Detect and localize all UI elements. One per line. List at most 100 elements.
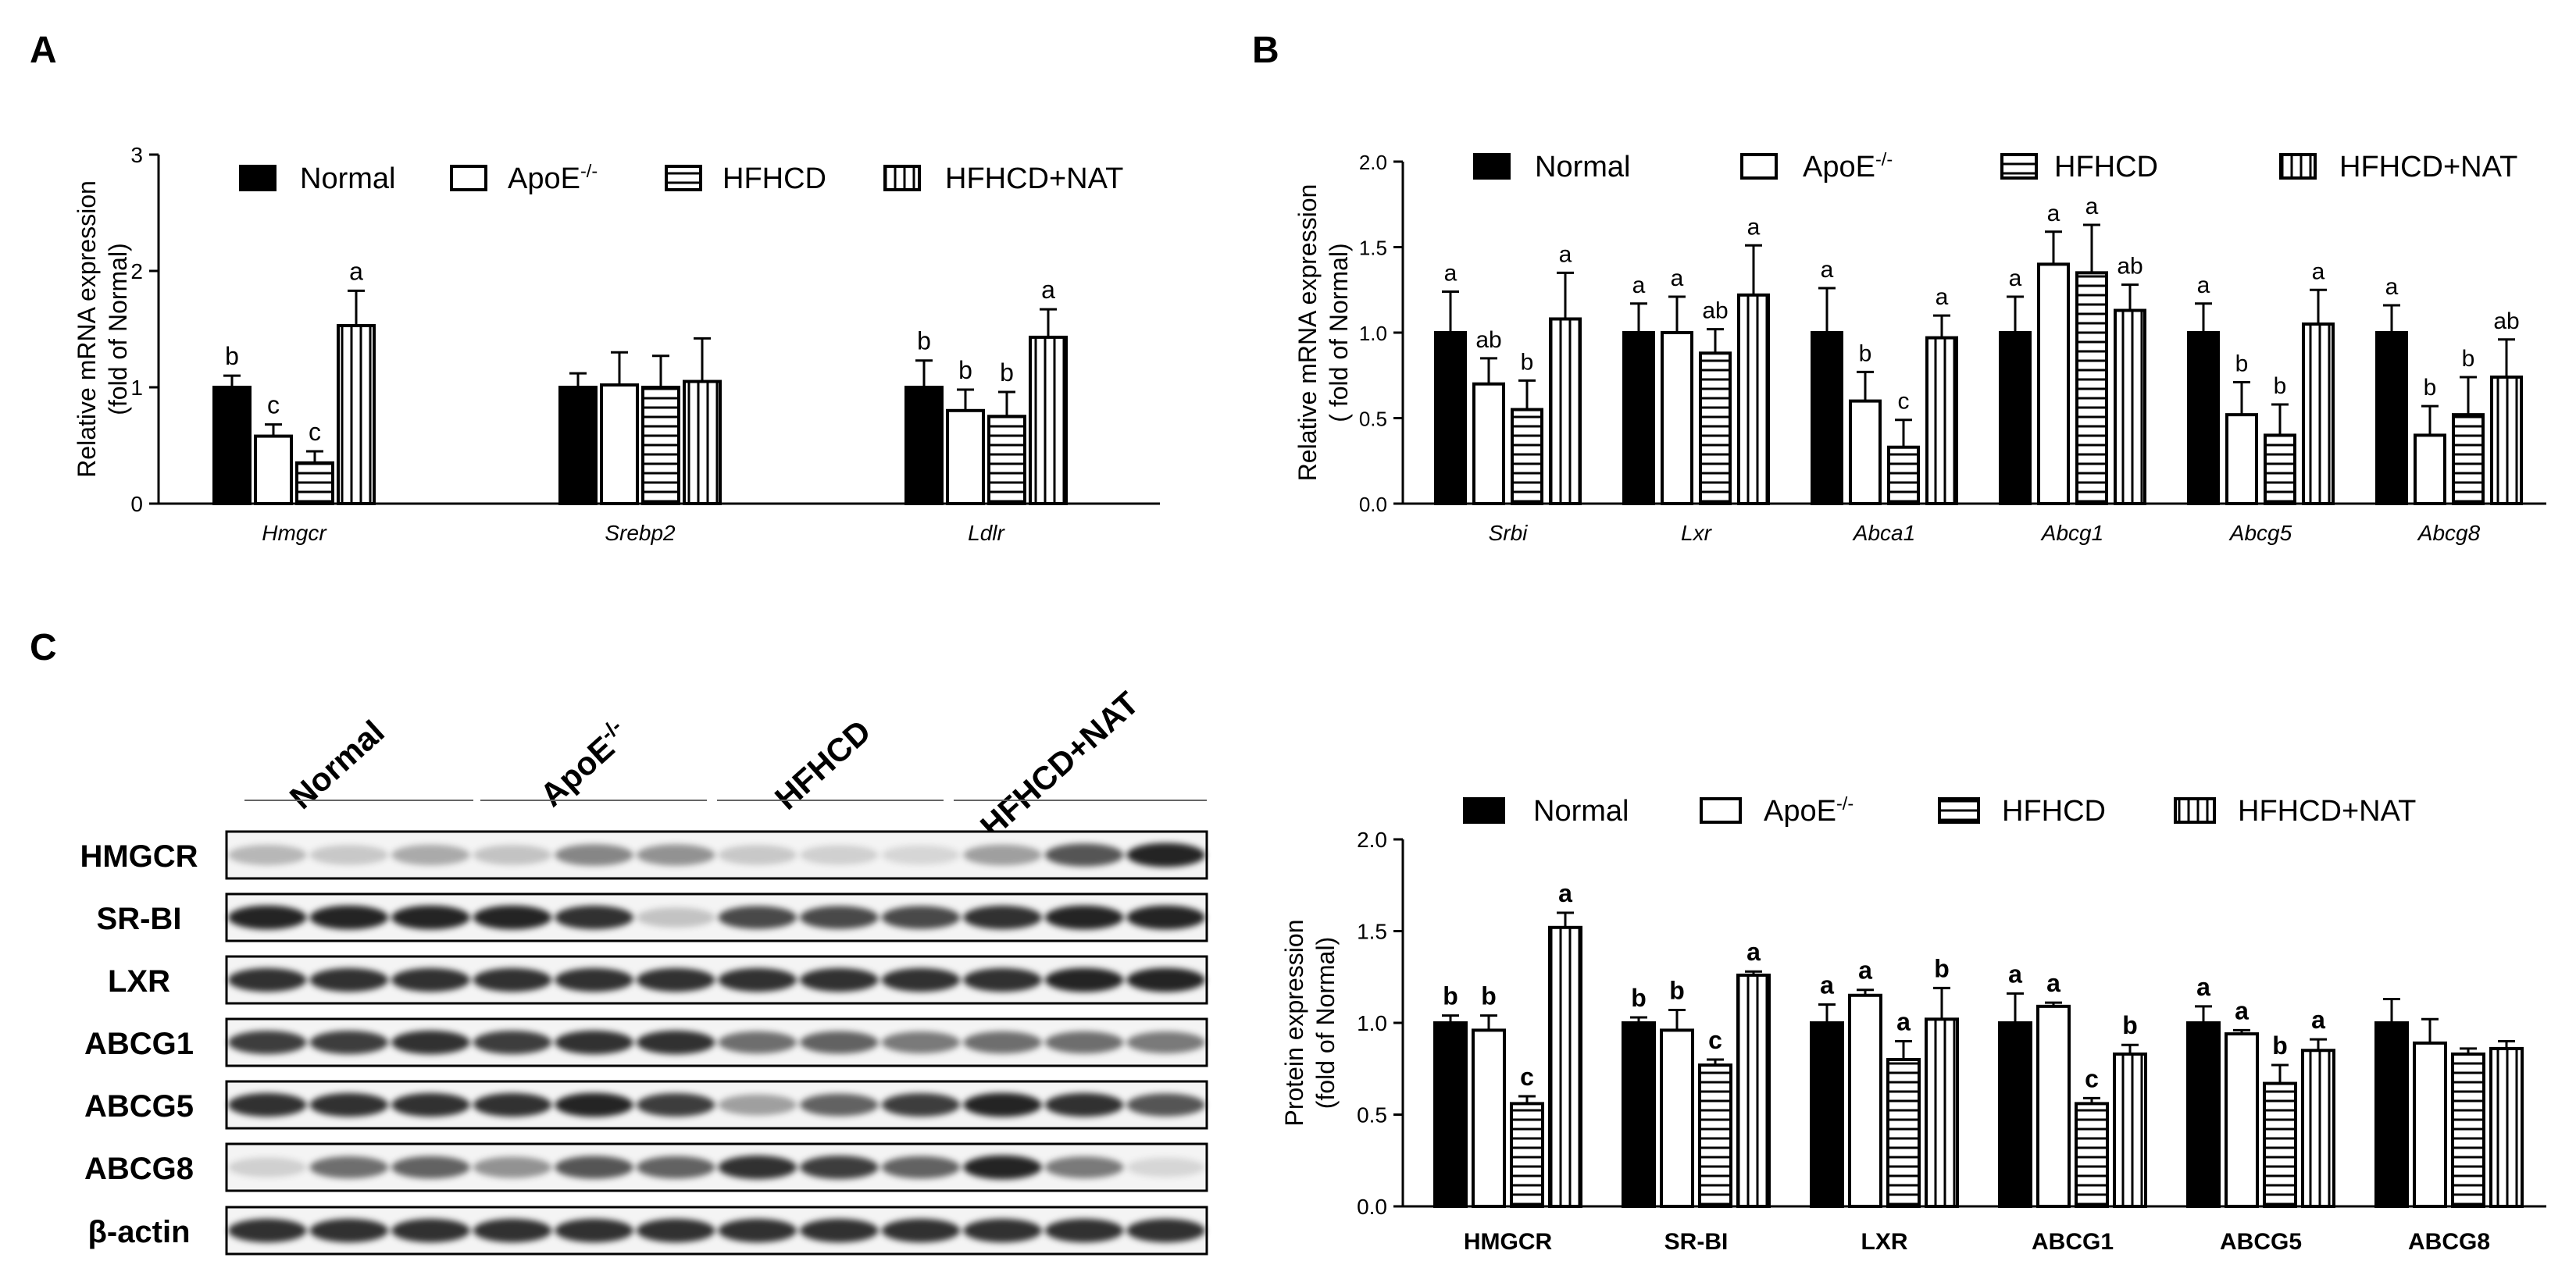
significance-letter: b	[1934, 954, 1950, 982]
legend-text: HFHCD+NAT	[2339, 151, 2517, 183]
blot-band	[1126, 967, 1205, 992]
bar-c-lxr-2	[1886, 1058, 1921, 1208]
legend-item-apoe: ApoE-/-	[1700, 793, 1854, 828]
bar-c-abcg1-2	[2075, 1102, 2109, 1209]
significance-letter: b	[1443, 982, 1458, 1010]
y-tick-label: 2	[130, 259, 143, 283]
blot-band	[555, 1218, 633, 1243]
blot-band	[473, 967, 552, 992]
blot-band	[881, 1218, 961, 1243]
blot-band	[1044, 843, 1124, 867]
bar-group-abcg8	[2374, 997, 2524, 1209]
legend-superscript: -/-	[1875, 149, 1893, 169]
significance-letter: a	[1936, 284, 1949, 310]
significance-letter: a	[2196, 973, 2210, 1001]
legend-swatch-1	[450, 165, 487, 191]
blot-band	[391, 967, 470, 992]
lane-group-label-1: ApoE-/-	[532, 714, 636, 814]
bar-b-abca1-1	[1849, 399, 1882, 505]
bar-b-lxr-1	[1661, 331, 1693, 505]
blot-band	[391, 1030, 470, 1055]
blot-row--actin: β-actin	[87, 1206, 1208, 1256]
y-tick-label: 3	[130, 143, 143, 167]
significance-letter: a	[1559, 241, 1572, 267]
y-tick-label: 1.0	[1359, 322, 1387, 345]
significance-letter: b	[2274, 373, 2287, 399]
significance-letter: b	[225, 342, 239, 370]
significance-letter: b	[1631, 984, 1647, 1012]
significance-letter: a	[1747, 214, 1761, 240]
band-group	[228, 842, 1205, 867]
bar-b-abcg1-1	[2037, 262, 2070, 505]
legend-swatch-1	[1700, 797, 1742, 824]
significance-letter: b	[1000, 358, 1014, 387]
blot-band	[473, 1031, 552, 1054]
blot-band	[1044, 1031, 1124, 1054]
significance-letter: a	[1858, 956, 1872, 985]
lane-group-text: HFHCD+NAT	[973, 684, 1146, 845]
blot-band	[1126, 1218, 1205, 1243]
y-tick-label: 0	[130, 492, 143, 516]
band-group	[228, 1155, 1205, 1180]
significance-letter: c	[309, 418, 321, 446]
bar-b-srbi-0	[1434, 331, 1467, 505]
blot-band	[555, 1030, 633, 1055]
blot-band	[228, 1218, 307, 1243]
legend-item-apoe: ApoE-/-	[1740, 149, 1893, 183]
significance-letter: a	[2311, 1006, 2325, 1034]
significance-letter: a	[1558, 879, 1572, 907]
legend-label-2: HFHCD	[2002, 795, 2106, 828]
legend-text: ApoE	[1764, 795, 1836, 828]
blot-band	[963, 1155, 1042, 1180]
bar-group-hmgcr: b b c a	[1433, 879, 1582, 1209]
blot-band	[800, 1031, 879, 1054]
y-axis-title: ( fold of Normal)	[1325, 243, 1353, 422]
legend-label-0: Normal	[300, 162, 395, 195]
legend-superscript: -/-	[580, 161, 598, 181]
blot-row-abcg5: ABCG5	[84, 1080, 1208, 1130]
legend-item-apoe: ApoE-/-	[450, 161, 598, 195]
blot-band	[309, 1092, 389, 1117]
bar-b-abcg5-3	[2302, 322, 2335, 505]
significance-letter: b	[2462, 346, 2475, 372]
legend-superscript: -/-	[1836, 793, 1854, 814]
y-axis-title: (fold of Normal)	[1311, 937, 1340, 1110]
bar-b-srbi-3	[1549, 317, 1582, 506]
legend-item-normal: Normal	[1473, 151, 1630, 183]
band-group	[228, 1092, 1205, 1117]
significance-letter: b	[1481, 982, 1497, 1010]
blot-band	[555, 1156, 633, 1179]
blot-row-lxr: LXR	[108, 955, 1208, 1005]
blot-band	[391, 1156, 470, 1179]
blot-band	[718, 1218, 797, 1243]
lane-group-label-3: HFHCD+NAT	[973, 684, 1146, 845]
legend-item-hfhcd: HFHCD	[1938, 795, 2106, 828]
panel-label-a: A	[30, 30, 57, 71]
blot-band	[473, 1218, 552, 1243]
legend-text: ApoE	[1803, 151, 1875, 183]
western-blot: Normal ApoE-/- HFHCD HFHCD+NATHMGCRSR-BILXR…	[80, 684, 1208, 1256]
significance-letter: b	[2272, 1031, 2288, 1060]
bar-b-abcg1-2	[2075, 271, 2108, 505]
y-axis-title: (fold of Normal)	[104, 243, 132, 415]
bar-b-lxr-2	[1699, 351, 1732, 505]
blot-band	[963, 905, 1042, 930]
blot-band	[309, 1031, 389, 1054]
blot-band	[555, 1092, 633, 1117]
protein-label: ABCG5	[84, 1089, 194, 1124]
blot-band	[637, 844, 715, 866]
legend-item-normal: Normal	[1463, 795, 1629, 828]
legend-swatch-2	[2000, 153, 2038, 180]
y-tick-label: 0.0	[1359, 493, 1387, 516]
blot-band	[473, 845, 552, 865]
legend-text: HFHCD	[2002, 795, 2106, 828]
bar-b-abcg8-0	[2375, 331, 2408, 505]
protein-label: HMGCR	[80, 839, 198, 874]
significance-letter: ab	[2493, 308, 2519, 334]
bar-group-srebp2	[558, 337, 722, 505]
legend-swatch-2	[665, 165, 702, 191]
bar-b-abca1-3	[1925, 336, 1958, 505]
significance-letter: ab	[2117, 254, 2143, 280]
bar-b-abcg1-3	[2114, 308, 2146, 505]
